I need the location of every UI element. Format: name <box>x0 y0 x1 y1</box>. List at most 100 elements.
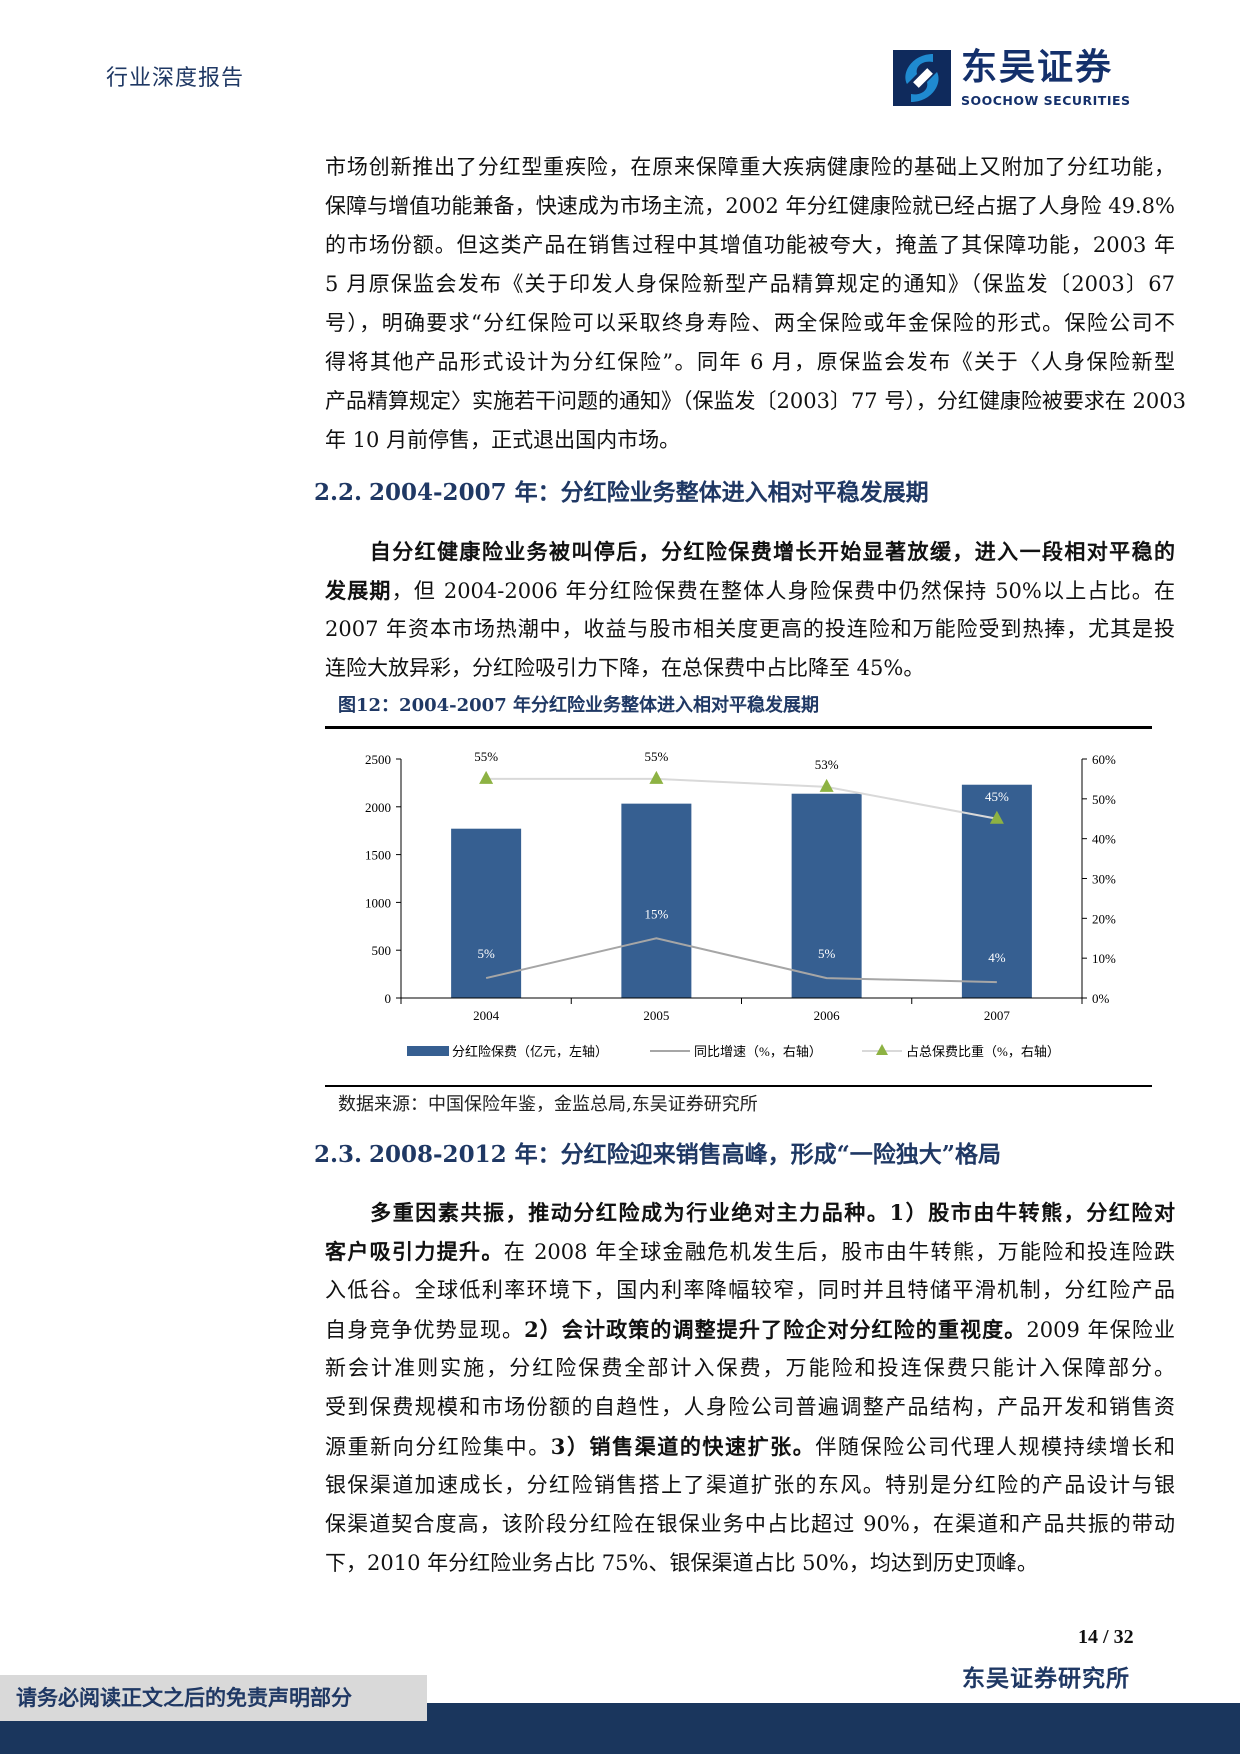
right-tick-label: 60% <box>1092 752 1116 767</box>
logo-english-text: SOOCHOW SECURITIES <box>961 93 1131 108</box>
current-page: 14 <box>1078 1626 1098 1648</box>
bar-2005 <box>621 803 692 998</box>
text-segment: 入低谷。全球低利率环境下，国内利率降幅较窄，同时并且特储平滑机制，分红险产品 <box>325 1278 1175 1302</box>
left-tick-label: 1000 <box>365 895 391 910</box>
growth-data-label: 5% <box>818 946 836 961</box>
growth-line <box>485 937 997 984</box>
text-line: 新会计准则实施，分红险保费全部计入保费，万能险和投连保费只能计入保障部分。 <box>325 1349 1175 1388</box>
text-line: 5 月原保监会发布《关于印发人身保险新型产品精算规定的通知》（保监发〔2003〕… <box>325 265 1175 304</box>
text-segment: 下，2010 年分红险业务占比 75%、银保渠道占比 50%，均达到历史顶峰。 <box>325 1551 1038 1575</box>
text-segment: 5 月原保监会发布《关于印发人身保险新型产品精算规定的通知》（保监发〔2003〕… <box>325 272 1175 296</box>
left-tick-label: 500 <box>372 943 392 958</box>
text-line: 下，2010 年分红险业务占比 75%、银保渠道占比 50%，均达到历史顶峰。 <box>325 1544 1175 1583</box>
text-segment: 保渠道契合度高，该阶段分红险在银保业务中占比超过 90%，在渠道和产品共振的带动 <box>325 1512 1175 1536</box>
right-tick-label: 30% <box>1092 872 1116 887</box>
bar-2006 <box>791 793 862 998</box>
footer-organization: 东吴证券研究所 <box>962 1665 1130 1692</box>
share-data-label: 55% <box>474 749 498 764</box>
text-line: 自分红健康险业务被叫停后，分红险保费增长开始显著放缓，进入一段相对平稳的 <box>325 532 1175 571</box>
text-line: 客户吸引力提升。在 2008 年全球金融危机发生后，股市由牛转熊，万能险和投连险… <box>325 1232 1175 1271</box>
text-line: 源重新向分红险集中。3）销售渠道的快速扩张。伴随保险公司代理人规模持续增长和 <box>325 1427 1175 1466</box>
left-tick-label: 2500 <box>365 752 391 767</box>
text-segment: 保障与增值功能兼备，快速成为市场主流，2002 年分红健康险就已经占据了人身险 … <box>325 194 1175 218</box>
text-segment: 新会计准则实施，分红险保费全部计入保费，万能险和投连保费只能计入保障部分。 <box>325 1356 1175 1380</box>
bold-text-segment: 多重因素共振，推动分红险成为行业绝对主力品种。1）股市由牛转熊，分红险对 <box>325 1200 1175 1225</box>
disclaimer-box <box>0 1675 427 1721</box>
text-line: 自身竞争优势显现。2）会计政策的调整提升了险企对分红险的重视度。2009 年保险… <box>325 1310 1175 1349</box>
x-tick-label: 2007 <box>984 1008 1011 1023</box>
text-line: 保障与增值功能兼备，快速成为市场主流，2002 年分红健康险就已经占据了人身险 … <box>325 187 1175 226</box>
text-line: 年 10 月前停售，正式退出国内市场。 <box>325 421 1175 460</box>
text-segment: ，但 2004-2006 年分红险保费在整体人身险保费中仍然保持 50%以上占比… <box>391 579 1175 603</box>
bold-text-segment: 客户吸引力提升。 <box>325 1239 504 1264</box>
text-line: 号），明确要求“分红保险可以采取终身寿险、两全保险或年金保险的形式。保险公司不 <box>325 304 1175 343</box>
figure-top-rule <box>325 726 1152 729</box>
text-segment: 2007 年资本市场热潮中，收益与股市相关度更高的投连险和万能险受到热捧，尤其是… <box>325 617 1175 641</box>
text-segment: 年 10 月前停售，正式退出国内市场。 <box>325 428 681 452</box>
page-number: 14 / 32 <box>1078 1625 1134 1649</box>
section-heading-2-2: 2.2. 2004-2007 年：分红险业务整体进入相对平稳发展期 <box>314 478 929 508</box>
share-line <box>486 777 998 820</box>
section-title: 2004-2007 年：分红险业务整体进入相对平稳发展期 <box>369 479 929 506</box>
growth-data-label: 5% <box>477 946 495 961</box>
share-data-label: 55% <box>644 749 668 764</box>
text-line: 的市场份额。但这类产品在销售过程中其增值功能被夸大，掩盖了其保障功能，2003 … <box>325 226 1175 265</box>
figure-bottom-rule <box>325 1085 1152 1087</box>
legend-bar-label: 分红险保费（亿元，左轴） <box>452 1044 608 1059</box>
growth-data-label: 4% <box>988 950 1006 965</box>
right-tick-label: 10% <box>1092 951 1116 966</box>
bold-text-segment: 发展期 <box>325 578 392 603</box>
text-line: 市场创新推出了分红型重疾险，在原来保障重大疾病健康险的基础上又附加了分红功能， <box>325 148 1175 187</box>
share-data-label: 45% <box>985 789 1009 804</box>
text-line: 银保渠道加速成长，分红险销售搭上了渠道扩张的东风。特别是分红险的产品设计与银 <box>325 1466 1175 1505</box>
logo-mark-icon <box>893 50 951 106</box>
paragraph-dividend-health-insurance: 市场创新推出了分红型重疾险，在原来保障重大疾病健康险的基础上又附加了分红功能， 保… <box>325 148 1186 460</box>
x-tick-label: 2004 <box>473 1008 500 1023</box>
bold-text-segment: 2）会计政策的调整提升了险企对分红险的重视度。 <box>524 1317 1027 1342</box>
text-segment: 市场创新推出了分红型重疾险，在原来保障重大疾病健康险的基础上又附加了分红功能， <box>325 155 1175 179</box>
legend-share-label: 占总保费比重（%，右轴） <box>906 1044 1060 1059</box>
text-segment: 受到保费规模和市场份额的自趋性，人身险公司普遍调整产品结构，产品开发和销售资 <box>325 1395 1175 1419</box>
figure-source: 数据来源：中国保险年鉴，金监总局,东吴证券研究所 <box>338 1094 758 1115</box>
right-tick-label: 0% <box>1092 991 1110 1006</box>
text-line: 多重因素共振，推动分红险成为行业绝对主力品种。1）股市由牛转熊，分红险对 <box>325 1193 1175 1232</box>
figure-title: 图12：2004-2007 年分红险业务整体进入相对平稳发展期 <box>338 695 819 716</box>
bar-2004 <box>451 828 522 998</box>
x-tick-label: 2006 <box>814 1008 841 1023</box>
text-line: 发展期，但 2004-2006 年分红险保费在整体人身险保费中仍然保持 50%以… <box>325 571 1175 610</box>
share-marker-2004 <box>479 770 494 784</box>
x-tick-label: 2005 <box>643 1008 669 1023</box>
text-line: 产品精算规定〉实施若干问题的通知》（保监发〔2003〕77 号），分红健康险被要… <box>325 382 1186 421</box>
legend-growth-label: 同比增速（%，右轴） <box>694 1044 822 1059</box>
growth-data-label: 15% <box>644 906 668 921</box>
page-separator: / <box>1103 1626 1109 1648</box>
share-marker-2005 <box>649 770 664 784</box>
disclaimer-text: 请务必阅读正文之后的免责声明部分 <box>16 1685 352 1710</box>
bold-text-segment: 3）销售渠道的快速扩张。 <box>550 1434 816 1459</box>
text-line: 连险大放异彩，分红险吸引力下降，在总保费中占比降至 45%。 <box>325 649 1175 688</box>
text-segment: 自身竞争优势显现。 <box>325 1318 525 1342</box>
section-number: 2.3. <box>314 1141 363 1168</box>
total-pages: 32 <box>1113 1626 1134 1648</box>
text-segment: 的市场份额。但这类产品在销售过程中其增值功能被夸大，掩盖了其保障功能，2003 … <box>325 233 1175 257</box>
bold-text-segment: 自分红健康险业务被叫停后，分红险保费增长开始显著放缓，进入一段相对平稳的 <box>325 539 1175 564</box>
text-line: 2007 年资本市场热潮中，收益与股市相关度更高的投连险和万能险受到热捧，尤其是… <box>325 610 1175 649</box>
document-type-label: 行业深度报告 <box>106 66 245 91</box>
text-line: 受到保费规模和市场份额的自趋性，人身险公司普遍调整产品结构，产品开发和销售资 <box>325 1388 1175 1427</box>
text-segment: 2009 年保险业 <box>1026 1318 1175 1342</box>
paragraph-2008-2012: 多重因素共振，推动分红险成为行业绝对主力品种。1）股市由牛转熊，分红险对 客户吸引… <box>325 1193 1175 1583</box>
legend-bar-swatch <box>407 1046 449 1056</box>
left-tick-label: 2000 <box>365 800 391 815</box>
section-title: 2008-2012 年：分红险迎来销售高峰，形成“一险独大”格局 <box>369 1141 1002 1168</box>
text-line: 保渠道契合度高，该阶段分红险在银保业务中占比超过 90%，在渠道和产品共振的带动 <box>325 1505 1175 1544</box>
paragraph-2004-2007: 自分红健康险业务被叫停后，分红险保费增长开始显著放缓，进入一段相对平稳的 发展期，… <box>325 532 1175 688</box>
text-segment: 产品精算规定〉实施若干问题的通知》（保监发〔2003〕77 号），分红健康险被要… <box>325 389 1186 413</box>
section-heading-2-3: 2.3. 2008-2012 年：分红险迎来销售高峰，形成“一险独大”格局 <box>314 1140 1001 1170</box>
text-line: 入低谷。全球低利率环境下，国内利率降幅较窄，同时并且特储平滑机制，分红险产品 <box>325 1271 1175 1310</box>
text-segment: 连险大放异彩，分红险吸引力下降，在总保费中占比降至 45%。 <box>325 656 925 680</box>
share-data-label: 53% <box>815 757 839 772</box>
right-tick-label: 20% <box>1092 911 1116 926</box>
left-tick-label: 1500 <box>365 848 391 863</box>
section-number: 2.2. <box>314 479 363 506</box>
text-segment: 银保渠道加速成长，分红险销售搭上了渠道扩张的东风。特别是分红险的产品设计与银 <box>325 1473 1175 1497</box>
